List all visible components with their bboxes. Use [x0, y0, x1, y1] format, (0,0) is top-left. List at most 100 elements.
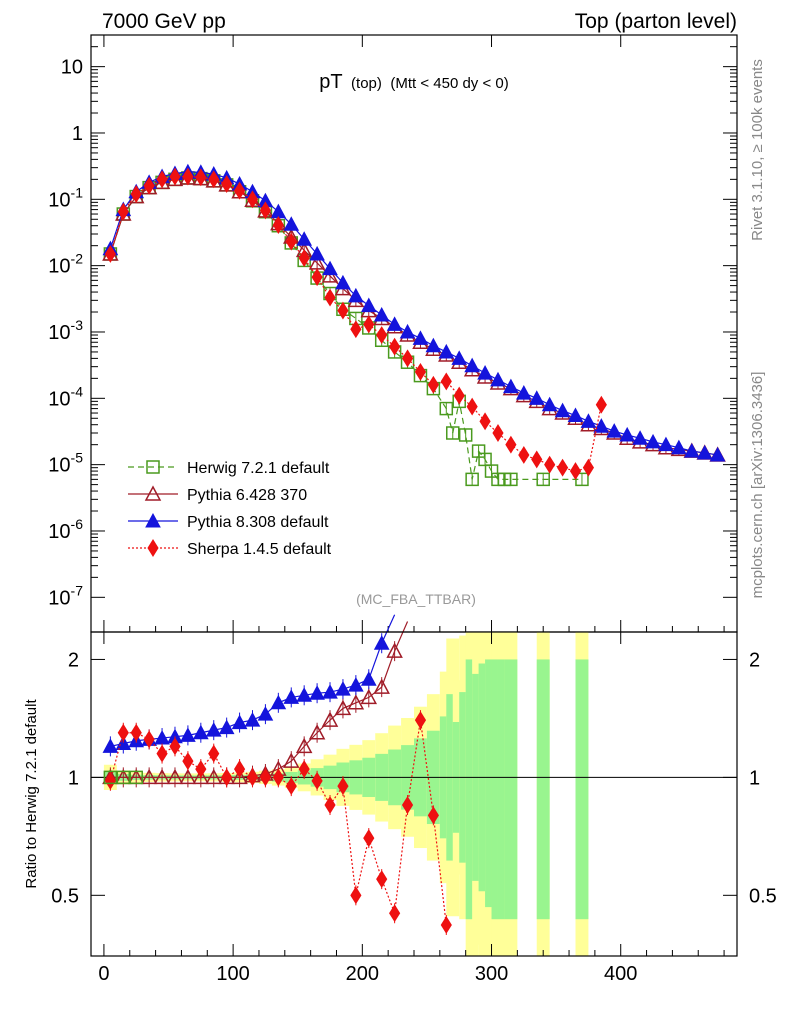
ratio-point — [283, 689, 300, 704]
data-point — [544, 455, 556, 474]
data-point — [373, 306, 390, 322]
ratio-point — [156, 744, 168, 763]
ratio-series — [102, 614, 452, 935]
ratio-point — [221, 768, 233, 787]
data-point — [709, 446, 726, 462]
data-point — [453, 386, 465, 405]
ratio-point — [169, 737, 181, 756]
legend-marker — [144, 485, 162, 501]
x-tick-label: 400 — [604, 963, 637, 985]
ratio-point — [129, 770, 143, 785]
ratio-point — [205, 768, 222, 785]
ratio-point — [182, 752, 194, 771]
y-tick-label-main: 10-4 — [48, 383, 83, 410]
data-point — [221, 175, 233, 193]
data-point — [490, 371, 506, 387]
ratio-point — [104, 771, 116, 790]
ratio-point — [143, 730, 155, 749]
data-point — [335, 274, 351, 290]
data-point — [505, 435, 517, 454]
y-tick-label-ratio-right: 1 — [749, 767, 760, 789]
ratio-point — [180, 727, 196, 742]
y-tick-label-ratio-right: 2 — [749, 649, 760, 671]
y-tick-label-main: 1 — [72, 123, 83, 145]
ratio-point — [130, 723, 142, 742]
legend-item-sherpa-1-4-5-default: Sherpa 1.4.5 default — [128, 539, 332, 558]
ratio-point — [360, 671, 377, 686]
y-tick-label-main: 10-6 — [48, 516, 83, 543]
y-tick-label-exp: -2 — [71, 251, 84, 267]
data-point — [283, 216, 300, 231]
y-tick-label-main: 10-7 — [48, 582, 83, 609]
data-point — [439, 401, 454, 416]
data-point — [515, 385, 532, 400]
ratio-point — [376, 870, 388, 889]
data-point — [322, 260, 338, 276]
ratio-point — [192, 724, 209, 740]
ratio-point — [414, 711, 427, 730]
header-right: Top (parton level) — [575, 10, 737, 33]
data-point — [438, 343, 455, 359]
analysis-label: (MC_FBA_TTBAR) — [356, 591, 476, 607]
main-series — [102, 163, 726, 487]
y-tick-label-base: 10 — [48, 322, 70, 344]
data-point — [696, 444, 713, 460]
y-tick-label-main: 10-3 — [48, 317, 83, 344]
ratio-series-pythia-6-428-370 — [102, 621, 409, 788]
ratio-point — [244, 712, 261, 727]
data-point — [464, 357, 480, 373]
data-point — [446, 426, 460, 440]
ratio-point — [246, 768, 259, 787]
y-tick-label-exp: -6 — [71, 516, 84, 532]
ratio-band-inner — [536, 659, 550, 920]
legend-marker — [145, 512, 161, 528]
y-tick-label-exp: -7 — [71, 582, 84, 598]
data-point — [575, 472, 589, 487]
data-point — [580, 413, 597, 428]
data-point — [671, 439, 687, 455]
data-point — [130, 185, 142, 204]
ratio-point — [308, 724, 326, 740]
legend-item-herwig-7-2-1-default: Herwig 7.2.1 default — [128, 460, 330, 477]
data-point — [337, 301, 349, 320]
ratio-point — [373, 635, 390, 650]
data-point — [645, 433, 661, 449]
data-point — [528, 390, 545, 405]
legend-label: Pythia 6.428 370 — [187, 487, 307, 504]
ratio-point — [427, 806, 439, 825]
data-point — [465, 472, 479, 487]
ratio-point — [218, 719, 235, 735]
plot-title: pT (top) (Mtt < 450 dy < 0) — [319, 71, 508, 93]
data-point — [632, 430, 648, 445]
data-point — [259, 201, 272, 220]
ratio-bands — [103, 632, 589, 956]
data-point — [477, 365, 493, 380]
y-tick-label-base: 10 — [48, 455, 70, 477]
ratio-frame — [90, 631, 738, 957]
x-tick-label: 0 — [98, 963, 109, 985]
y-tick-label-ratio: 0.5 — [51, 885, 79, 907]
data-point — [195, 168, 207, 187]
y-tick-label-base: 10 — [48, 587, 70, 609]
series-sherpa-1-4-5-default — [104, 167, 607, 481]
ratio-point — [337, 777, 349, 796]
y-tick-label-main: 10 — [61, 57, 83, 79]
y-tick-label-ratio-right: 0.5 — [749, 885, 777, 907]
data-point — [531, 450, 543, 469]
ratio-point — [283, 752, 300, 768]
ratio-point — [311, 771, 323, 790]
y-tick-label-main: 10-5 — [48, 450, 83, 477]
ratio-point — [195, 760, 207, 779]
y-tick-label-exp: -4 — [71, 383, 84, 399]
ratio-point — [386, 642, 403, 658]
y-tick-label-main: 10-1 — [48, 184, 83, 211]
ratio-point — [348, 677, 364, 692]
ratio-point — [192, 768, 210, 785]
data-point — [595, 395, 607, 414]
ratio-point — [140, 768, 158, 785]
legend-item-pythia-6-428-370: Pythia 6.428 370 — [128, 485, 307, 504]
data-point — [536, 472, 550, 487]
data-point — [569, 462, 582, 481]
ratio-point — [205, 722, 222, 737]
